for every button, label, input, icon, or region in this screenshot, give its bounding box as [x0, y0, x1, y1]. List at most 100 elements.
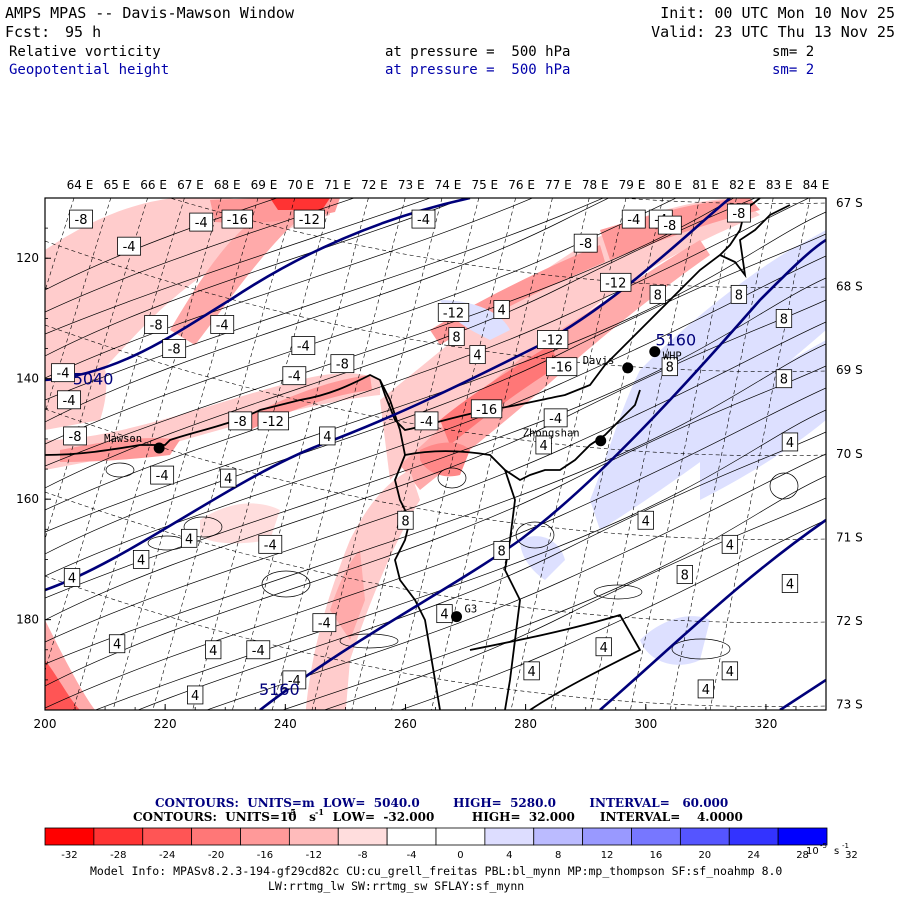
vort-label-box: [726, 203, 751, 223]
lon-label: 68 E: [214, 178, 241, 192]
coast-5: [469, 613, 642, 710]
vort-label-text: -8: [336, 358, 349, 373]
vort-label-box: [595, 637, 612, 657]
vort-label-box: [293, 209, 325, 229]
vort-label-38: 8: [775, 309, 793, 328]
lon-label: 71 E: [324, 178, 351, 192]
x-tick-label: 280: [514, 717, 537, 731]
vort-label-text: -4: [318, 617, 331, 632]
vort-label-22: 8: [448, 327, 465, 346]
colorbar-tick-label: 24: [747, 850, 760, 861]
station-g3: G3: [451, 604, 477, 623]
station-marker: [451, 611, 463, 623]
vort-label-text: 4: [68, 571, 76, 586]
vort-label-box: [537, 330, 569, 349]
vort-label-30: -8: [573, 233, 598, 253]
colorbar-swatch-5: [288, 827, 339, 846]
vort-label-6: -8: [144, 315, 169, 334]
vort-label-59: 4: [721, 661, 739, 681]
vort-label-54: -4: [246, 640, 271, 660]
vort-contour-17: [45, 343, 826, 665]
vort-label-text: -4: [297, 340, 310, 355]
axes: 200 220 240 260 280 300 320 120 140 160 180 64 E 65 …: [16, 178, 863, 731]
lat-label: 68 S: [836, 280, 863, 294]
vorticity-area-14: [330, 550, 365, 640]
vort-label-13: -4: [57, 390, 81, 410]
vort-contour-16: [45, 321, 826, 643]
lon-label: 74 E: [435, 178, 462, 192]
vort-label-34: -8: [726, 203, 751, 223]
vort-contour-13: [45, 255, 826, 577]
vort-label-box: [730, 284, 748, 304]
station-zhongshan: Zhongshan: [523, 428, 607, 447]
vort-label-text: -8: [234, 415, 247, 430]
vort-label-text: -12: [605, 276, 626, 291]
colorbar-tick-label: 12: [601, 850, 614, 861]
colorbar-tick-label: -20: [208, 850, 224, 861]
meridian-20: [709, 198, 811, 710]
station-label: WHP: [663, 351, 682, 363]
vort-label-28: -4: [543, 408, 568, 428]
vort-label-text: -4: [264, 538, 277, 553]
colorbar-tick-label: 8: [555, 850, 561, 861]
vort-label-text: -12: [299, 213, 320, 228]
vort-label-box: [319, 426, 336, 446]
vort-label-text: -8: [69, 430, 82, 445]
vort-label-text: -4: [252, 644, 265, 659]
vort-label-box: [291, 336, 316, 355]
vort-label-text: -4: [156, 469, 169, 484]
height-contour-1: [45, 198, 731, 592]
vort-label-18: -4: [150, 465, 175, 485]
vorticity-area-2: [170, 200, 310, 345]
init-time: Init: 00 UTC Mon 10 Nov 25: [660, 4, 895, 22]
vorticity-area-4: [60, 438, 180, 462]
vort-label-box: [132, 550, 150, 569]
vort-label-55: -4: [312, 613, 337, 633]
colorbar-tick-label: 0: [457, 850, 463, 861]
vort-label-text: 4: [600, 641, 608, 656]
vort-label-text: 4: [440, 608, 448, 623]
vort-label-box: [697, 679, 714, 699]
vort-label-text: -4: [288, 674, 301, 689]
vort-label-text: -8: [150, 318, 163, 333]
vort-contour-25: [399, 519, 826, 710]
vort-label-text: 4: [113, 638, 121, 653]
vort-label-box: [637, 510, 654, 530]
lon-label: 66 E: [140, 178, 167, 192]
vort-label-text: -4: [288, 370, 301, 385]
vort-label-text: 8: [401, 514, 409, 529]
lon-label: 65 E: [103, 178, 130, 192]
vort-label-text: 8: [654, 288, 662, 303]
vort-label-2: -4: [189, 212, 214, 232]
colorbar-unit-exp: -5: [820, 842, 827, 850]
colorbar-tick-label: -24: [159, 850, 175, 861]
colorbar-swatch-3: [191, 827, 241, 846]
station-mawson: Mawson: [104, 433, 165, 454]
vort-label-4: -12: [293, 209, 325, 229]
colorbar-tick-label: -32: [61, 850, 77, 861]
colorbar-unit: 10: [806, 846, 819, 857]
vort-label-box: [330, 354, 355, 374]
vort-contour-11: [45, 211, 826, 533]
colorbar-swatch-7: [386, 827, 437, 846]
vorticity-area-23: [520, 536, 565, 580]
vort-label-text: -4: [417, 213, 430, 228]
vort-label-29: 4: [535, 435, 552, 455]
vort-contour-3: [45, 198, 466, 357]
vort-cell-6: [593, 584, 643, 600]
height-contour-0: [45, 198, 471, 382]
colorbar-tick-label: 20: [698, 850, 711, 861]
vorticity-contours: [45, 198, 826, 710]
model-physics: LW:rrtmg_lw SW:rrtmg_sw SFLAY:sf_mynn: [268, 879, 525, 893]
vort-label-42: 8: [397, 510, 414, 530]
lon-label: 82 E: [729, 178, 756, 192]
vort-label-3: -16: [221, 209, 253, 229]
vort-label-box: [144, 315, 169, 334]
vort-label-box: [228, 411, 253, 431]
vorticity-area-10: [270, 198, 330, 210]
vort-label-58: 4: [523, 661, 540, 681]
height-contour-info: CONTOURS: UNITS=m LOW= 5040.0 HIGH= 5280…: [155, 796, 729, 810]
vort-label-27: -4: [414, 411, 439, 431]
colorbar-unit-s-exp: -1: [842, 842, 849, 850]
